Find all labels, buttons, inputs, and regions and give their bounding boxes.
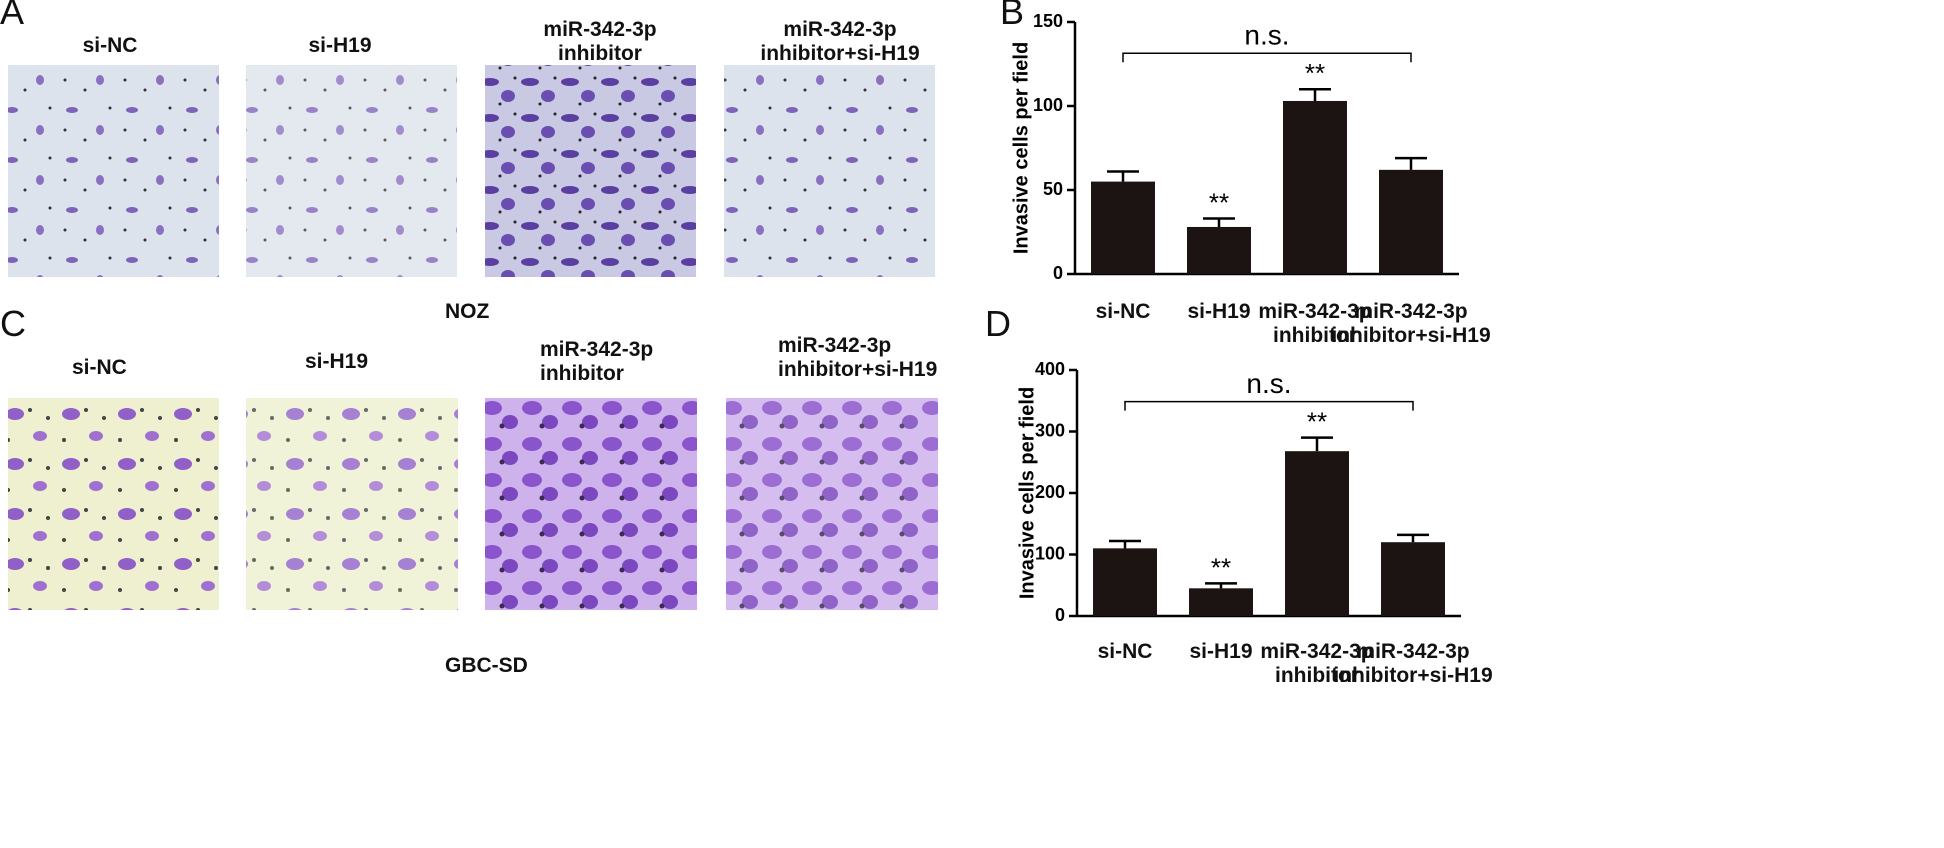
error-bar: [1301, 436, 1333, 452]
bar: [1381, 542, 1445, 616]
error-bar: [1109, 539, 1141, 549]
image-label: si-H19: [308, 34, 372, 57]
x-tick-label: miR-342-3p inhibitor: [1258, 300, 1372, 347]
cell-line-label: NOZ: [445, 300, 490, 323]
significance: **: [1307, 407, 1327, 437]
bar: [1379, 169, 1443, 274]
image-label: miR-342-3p inhibitor+si-H19: [778, 334, 938, 381]
error-bar: [1203, 217, 1235, 227]
micrograph: [724, 65, 935, 277]
y-tick-label: 100: [1033, 95, 1063, 115]
image-label: miR-342-3p inhibitor+si-H19: [760, 18, 920, 65]
bar: [1093, 548, 1157, 616]
y-tick-label: 400: [1035, 359, 1065, 379]
bracket: [1122, 52, 1412, 63]
error-bar: [1107, 170, 1139, 182]
micrograph: [246, 65, 457, 277]
micrograph: [485, 65, 696, 277]
x-tick-label: miR-342-3p inhibitor+si-H19: [1331, 300, 1491, 347]
significance: **: [1209, 187, 1229, 217]
micrograph: [8, 398, 219, 610]
error-bar: [1299, 87, 1331, 101]
significance: **: [1305, 58, 1325, 88]
y-tick-label: 50: [1043, 179, 1063, 199]
bar: [1283, 100, 1347, 275]
bar: [1187, 226, 1251, 274]
micrograph: [246, 398, 458, 610]
x-tick-label: miR-342-3p inhibitor: [1260, 640, 1374, 687]
x-tick-label: si-H19: [1189, 640, 1253, 663]
x-tick-label: si-NC: [1097, 640, 1153, 663]
panel-label: C: [0, 303, 26, 344]
image-label: si-NC: [72, 356, 127, 379]
panel-label: A: [0, 0, 25, 32]
image-label: miR-342-3p inhibitor: [540, 338, 654, 385]
y-tick-label: 0: [1053, 263, 1063, 283]
image-label: miR-342-3p inhibitor: [543, 18, 657, 65]
image-label: si-H19: [305, 350, 369, 373]
y-tick-label: 150: [1033, 11, 1063, 31]
y-tick-label: 0: [1055, 605, 1065, 625]
y-tick-label: 300: [1035, 420, 1065, 440]
panel-label: D: [985, 303, 1011, 344]
error-bar: [1395, 156, 1427, 170]
bracket-label: n.s.: [1244, 20, 1289, 51]
micrograph: [726, 398, 938, 610]
y-tick-label: 200: [1035, 482, 1065, 502]
significance: **: [1211, 552, 1231, 582]
x-tick-label: si-H19: [1187, 300, 1251, 323]
error-bar: [1397, 533, 1429, 543]
x-tick-label: miR-342-3p inhibitor+si-H19: [1333, 640, 1493, 687]
x-tick-label: si-NC: [1095, 300, 1151, 323]
cell-line-label: GBC-SD: [445, 654, 528, 677]
micrograph: [485, 398, 697, 610]
micrograph: [8, 65, 219, 277]
bar: [1285, 451, 1349, 616]
y-tick-label: 100: [1035, 543, 1065, 563]
bracket-label: n.s.: [1246, 368, 1291, 399]
y-axis-label: Invasive cells per field: [1016, 387, 1038, 599]
panel-label: B: [1000, 0, 1025, 32]
bar: [1091, 181, 1155, 274]
image-label: si-NC: [82, 34, 138, 57]
error-bar: [1205, 582, 1237, 589]
bracket: [1124, 400, 1414, 411]
bar: [1189, 588, 1253, 616]
y-axis-label: Invasive cells per field: [1010, 42, 1032, 254]
